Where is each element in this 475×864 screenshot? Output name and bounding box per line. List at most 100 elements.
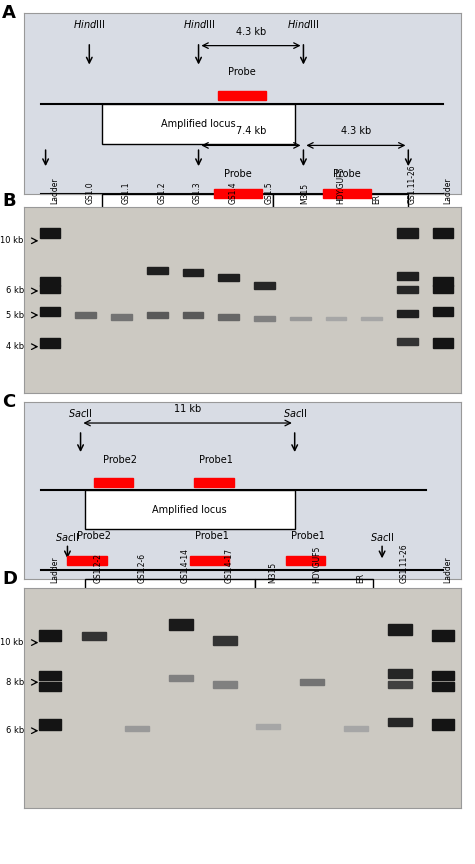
Bar: [169, 675, 193, 681]
Text: Probe2: Probe2: [103, 454, 137, 465]
Bar: [85, 490, 294, 530]
Bar: [434, 277, 453, 286]
Bar: [111, 314, 132, 320]
Bar: [213, 681, 237, 688]
Bar: [434, 338, 453, 348]
Text: Probe: Probe: [224, 169, 252, 179]
Bar: [85, 579, 256, 623]
Text: 4.3 kb: 4.3 kb: [236, 27, 266, 36]
Text: M315: M315: [300, 182, 309, 204]
Text: ER: ER: [372, 194, 381, 204]
Bar: [256, 724, 280, 728]
Text: 11 kb: 11 kb: [174, 404, 201, 414]
Bar: [300, 679, 324, 685]
Bar: [182, 312, 203, 318]
Text: Ladder: Ladder: [443, 177, 452, 204]
Bar: [323, 189, 371, 198]
Text: M315: M315: [268, 562, 277, 583]
Text: 6 kb: 6 kb: [6, 287, 24, 295]
Text: Amplified locus: Amplified locus: [161, 118, 236, 129]
Bar: [256, 579, 373, 623]
Text: GS1.2-6: GS1.2-6: [137, 553, 146, 583]
Text: HDY.GUF5: HDY.GUF5: [336, 166, 345, 204]
Bar: [397, 286, 418, 293]
Bar: [190, 556, 229, 565]
Bar: [125, 726, 150, 731]
Text: $\it{Sac}$II: $\it{Sac}$II: [68, 407, 93, 419]
Bar: [218, 314, 239, 320]
Text: HDY.GUF5: HDY.GUF5: [312, 546, 321, 583]
Text: $\it{Sac}$II: $\it{Sac}$II: [283, 407, 307, 419]
Text: Amplified locus: Amplified locus: [133, 595, 208, 605]
Text: GS1.4-14: GS1.4-14: [181, 548, 190, 583]
Bar: [286, 556, 325, 565]
Bar: [182, 269, 203, 276]
Bar: [432, 671, 454, 680]
Bar: [254, 316, 275, 321]
Bar: [388, 669, 411, 678]
Bar: [388, 717, 411, 727]
Text: Amplified locus: Amplified locus: [152, 505, 227, 515]
Bar: [434, 308, 453, 315]
Text: B: B: [2, 193, 16, 211]
Text: D: D: [2, 570, 17, 588]
Bar: [194, 478, 234, 486]
Text: 4.3 kb: 4.3 kb: [341, 126, 371, 137]
Text: $\it{Hind}$III: $\it{Hind}$III: [287, 18, 320, 30]
Text: Ladder: Ladder: [443, 556, 452, 583]
Text: Probe: Probe: [333, 169, 361, 179]
Bar: [40, 285, 60, 293]
Text: $\it{Sac}$II: $\it{Sac}$II: [55, 531, 80, 543]
Bar: [39, 683, 61, 691]
Text: 7.4 kb: 7.4 kb: [236, 126, 266, 137]
Bar: [434, 228, 453, 238]
Bar: [40, 277, 60, 286]
Bar: [40, 338, 60, 348]
Text: Probe1: Probe1: [291, 531, 325, 541]
Text: Amplified locus: Amplified locus: [150, 215, 225, 225]
Text: $\it{Sac}$II: $\it{Sac}$II: [370, 531, 394, 543]
Text: 10 kb: 10 kb: [0, 236, 24, 245]
Bar: [40, 308, 60, 315]
Text: GS1.4-17: GS1.4-17: [225, 548, 234, 583]
Bar: [388, 624, 411, 635]
Bar: [397, 338, 418, 345]
Text: 8 kb: 8 kb: [6, 677, 24, 687]
Text: Probe2: Probe2: [76, 531, 111, 541]
Bar: [214, 189, 262, 198]
Bar: [39, 671, 61, 680]
Bar: [39, 719, 61, 729]
Text: Probe: Probe: [228, 67, 256, 78]
Text: Probe1: Probe1: [199, 454, 233, 465]
Text: Amplified locus: Amplified locus: [277, 595, 352, 605]
Text: GS1.1: GS1.1: [122, 181, 131, 204]
Text: GS1.11-26: GS1.11-26: [408, 164, 417, 204]
Bar: [397, 309, 418, 317]
Bar: [103, 104, 294, 143]
Bar: [218, 91, 266, 100]
Bar: [218, 275, 239, 282]
Text: GS1.4: GS1.4: [229, 181, 238, 204]
Bar: [388, 681, 411, 689]
Text: GS1.11-26: GS1.11-26: [399, 543, 408, 583]
Text: Ladder: Ladder: [50, 556, 59, 583]
Text: Probe1: Probe1: [195, 531, 228, 541]
Text: ER: ER: [356, 573, 365, 583]
Text: $\it{Hind}$III: $\it{Hind}$III: [182, 18, 215, 30]
Text: A: A: [2, 4, 16, 22]
Bar: [40, 228, 60, 238]
Text: C: C: [2, 393, 15, 411]
Text: GS1.5: GS1.5: [265, 181, 274, 204]
Text: $\it{Hind}$III: $\it{Hind}$III: [73, 18, 105, 30]
Bar: [147, 312, 168, 318]
Bar: [432, 683, 454, 691]
Text: 5 kb: 5 kb: [6, 310, 24, 320]
Bar: [290, 317, 311, 321]
Bar: [103, 194, 273, 245]
Bar: [94, 478, 133, 486]
Bar: [273, 194, 408, 245]
Bar: [75, 312, 96, 318]
Text: GS1.3: GS1.3: [193, 181, 202, 204]
Text: GS1.2: GS1.2: [157, 181, 166, 204]
Bar: [432, 631, 454, 641]
